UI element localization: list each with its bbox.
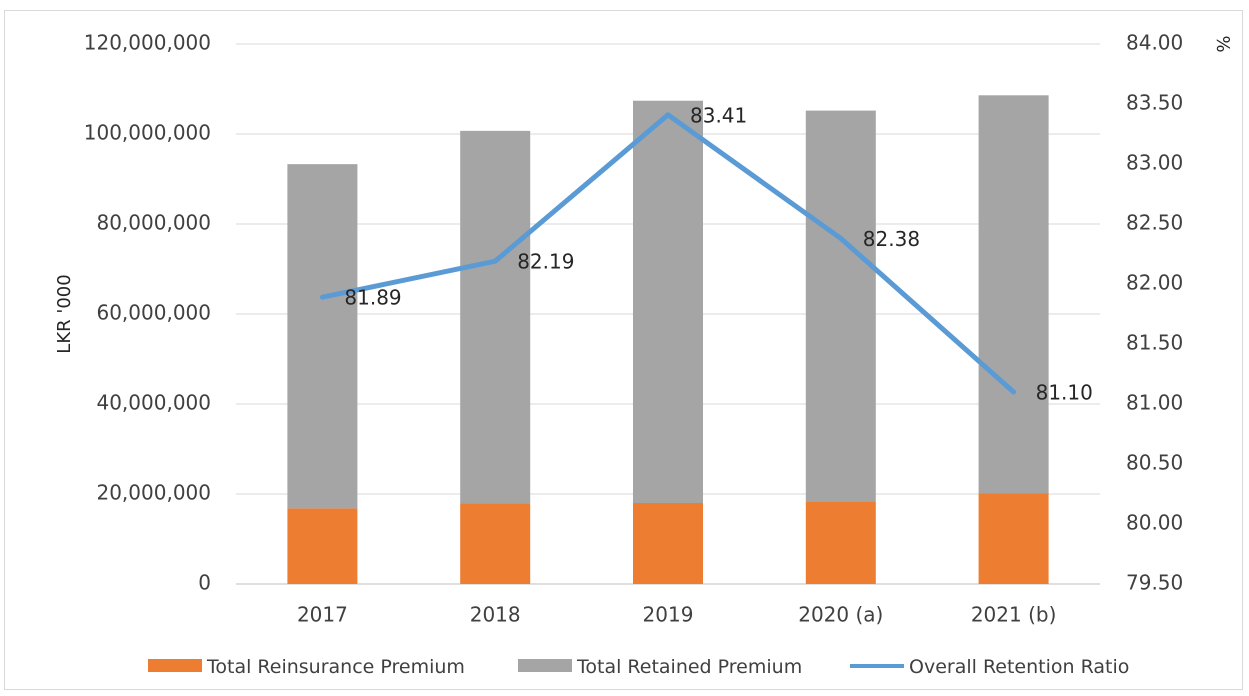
y-axis-right-title: %: [1212, 35, 1233, 52]
retention-data-label: 81.89: [344, 286, 401, 310]
data-labels: 81.89 82.19 83.41 82.38 81.10: [322, 103, 1093, 405]
x-tick-label: 2020 (a): [798, 603, 883, 627]
x-tick-label: 2021 (b): [971, 603, 1057, 627]
bar-total-reinsurance-premium: [633, 503, 703, 584]
x-tick-label: 2018: [470, 603, 521, 627]
retention-data-label: 82.38: [863, 227, 920, 251]
y-left-tick-label: 40,000,000: [96, 391, 211, 415]
bar-total-retained-premium: [978, 95, 1049, 494]
y-right-tick-label: 82.50: [1126, 211, 1183, 235]
y-axis-left-ticks: 0 20,000,000 40,000,000 60,000,000 80,000,00…: [84, 31, 211, 595]
y-right-tick-label: 80.50: [1126, 451, 1183, 475]
x-tick-label: 2017: [297, 603, 348, 627]
y-right-tick-label: 80.00: [1126, 511, 1183, 535]
bars: [287, 95, 1049, 584]
y-left-tick-label: 0: [198, 571, 211, 595]
y-axis-right-ticks: 79.50 80.00 80.50 81.00 81.50 82.00 82.50 83.00…: [1126, 31, 1183, 595]
legend-label-retention-ratio: Overall Retention Ratio: [909, 656, 1129, 678]
y-right-tick-label: 83.50: [1126, 91, 1183, 115]
y-left-tick-label: 120,000,000: [84, 31, 211, 55]
bar-total-reinsurance-premium: [978, 493, 1049, 584]
y-axis-left-title: LKR '000: [54, 274, 75, 353]
retention-data-label: 83.41: [690, 103, 747, 127]
bar-total-reinsurance-premium: [287, 508, 358, 584]
bar-total-reinsurance-premium: [805, 501, 876, 584]
bar-total-retained-premium: [460, 130, 531, 504]
y-right-tick-label: 83.00: [1126, 151, 1183, 175]
legend-swatch-retained: [518, 659, 572, 672]
y-left-tick-label: 100,000,000: [84, 121, 211, 145]
y-right-tick-label: 84.00: [1126, 31, 1183, 55]
y-left-tick-label: 20,000,000: [96, 481, 211, 505]
x-axis-ticks: 2017 2018 2019 2020 (a) 2021 (b): [297, 603, 1056, 627]
y-right-tick-label: 81.50: [1126, 331, 1183, 355]
retention-data-label: 82.19: [517, 250, 574, 274]
y-left-tick-label: 80,000,000: [96, 211, 211, 235]
bar-total-retained-premium: [287, 164, 358, 509]
legend-swatch-reinsurance: [148, 659, 202, 672]
y-right-tick-label: 82.00: [1126, 271, 1183, 295]
bar-total-retained-premium: [633, 100, 703, 503]
legend: Total Reinsurance Premium Total Retained…: [148, 656, 1129, 678]
y-right-tick-label: 79.50: [1126, 571, 1183, 595]
legend-label-reinsurance: Total Reinsurance Premium: [206, 656, 465, 678]
bar-total-reinsurance-premium: [460, 503, 531, 584]
retention-data-label: 81.10: [1036, 381, 1093, 405]
legend-label-retained: Total Retained Premium: [576, 656, 802, 678]
x-tick-label: 2019: [643, 603, 694, 627]
y-left-tick-label: 60,000,000: [96, 301, 211, 325]
bar-total-retained-premium: [805, 110, 876, 502]
y-right-tick-label: 81.00: [1126, 391, 1183, 415]
